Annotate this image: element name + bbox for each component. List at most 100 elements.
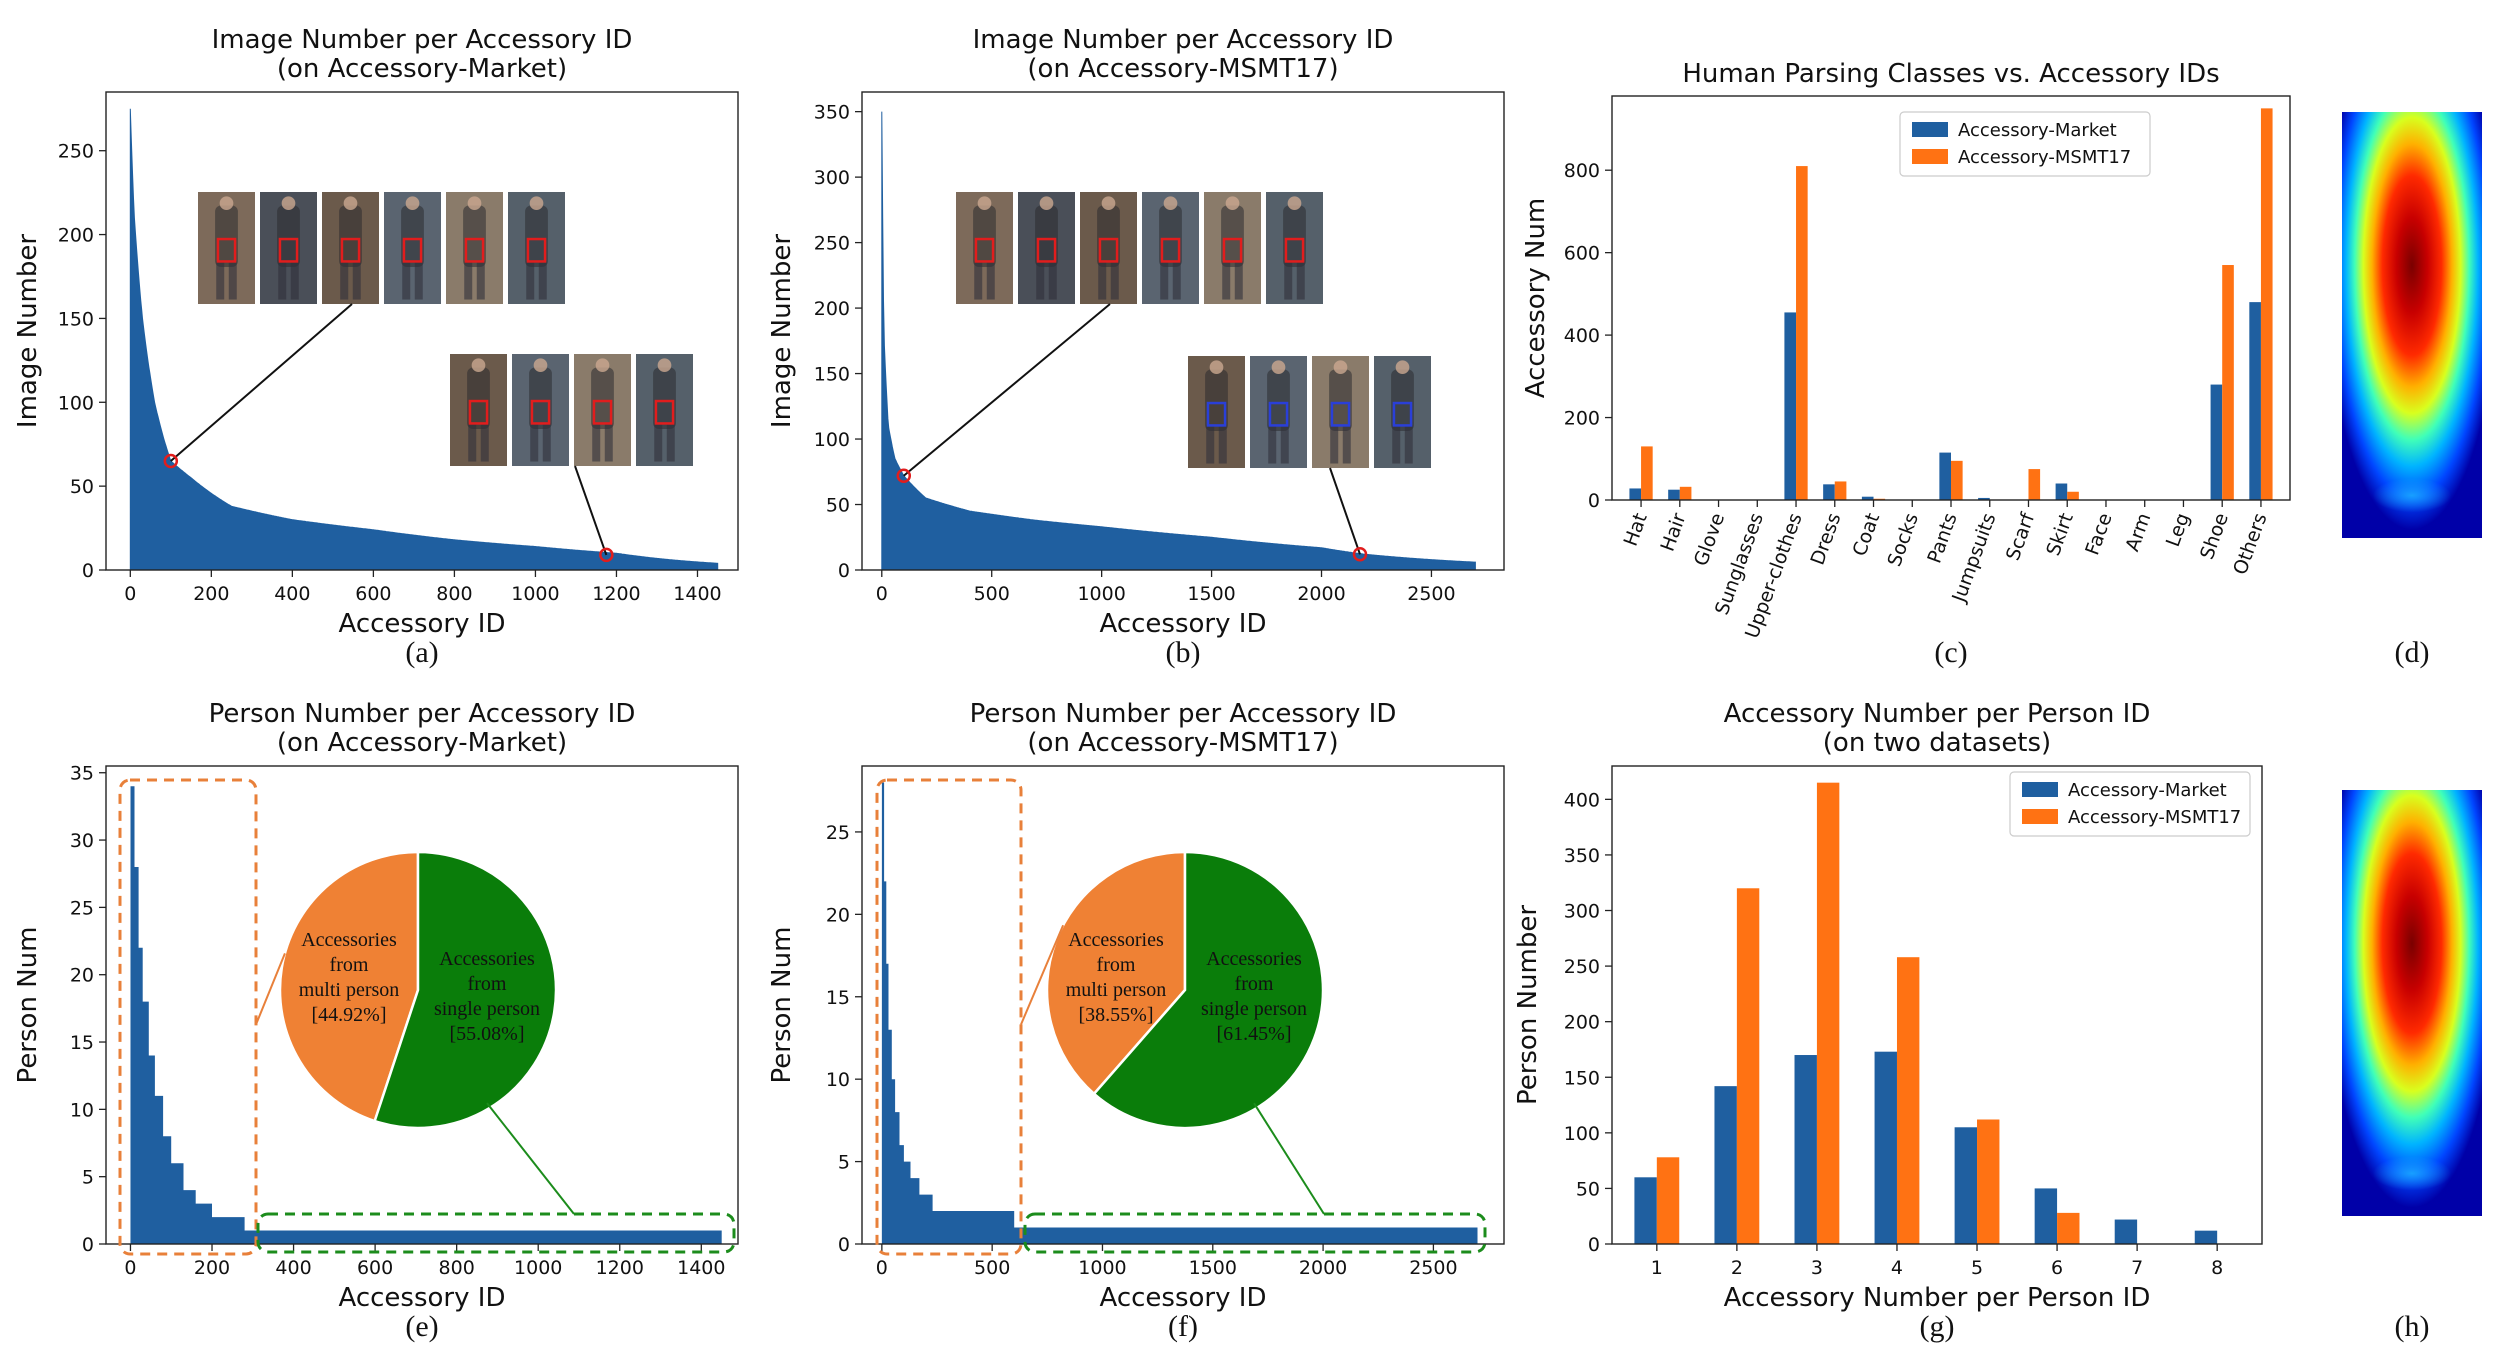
legend-box bbox=[1899, 111, 2151, 177]
x-tick-label: 0 bbox=[876, 1257, 888, 1279]
person-leg bbox=[1206, 425, 1215, 464]
x-tick-label: Shoe bbox=[2196, 510, 2233, 562]
connector-line bbox=[1329, 467, 1361, 555]
bar-market bbox=[1861, 496, 1874, 500]
y-axis-label: Person Number bbox=[1513, 905, 1543, 1105]
single-person-frame bbox=[256, 1212, 736, 1254]
x-tick-label: 400 bbox=[274, 583, 310, 605]
y-tick-label: 150 bbox=[1564, 1067, 1600, 1089]
person-silhouette bbox=[973, 205, 996, 268]
person-leg bbox=[1160, 261, 1169, 300]
bar-msmt17 bbox=[1951, 460, 1963, 500]
pie-percentage: [55.08%] bbox=[450, 1023, 525, 1045]
pie-percentage: [38.55%] bbox=[1079, 1004, 1154, 1026]
heatmap-foot-blob bbox=[2372, 478, 2452, 513]
x-tick-label: 3 bbox=[1811, 1257, 1823, 1279]
person-silhouette bbox=[1097, 205, 1120, 268]
person-head bbox=[1225, 196, 1240, 211]
person-thumbnail bbox=[1142, 192, 1199, 304]
person-thumbnail bbox=[574, 354, 631, 466]
person-leg bbox=[1404, 425, 1413, 464]
person-leg bbox=[1098, 261, 1107, 300]
person-head bbox=[657, 358, 672, 373]
x-axis-label: Accessory ID bbox=[1100, 609, 1267, 639]
x-tick-label: 400 bbox=[275, 1257, 311, 1279]
person-leg bbox=[402, 261, 411, 300]
x-tick-label: Coat bbox=[1848, 510, 1884, 559]
bar-market bbox=[1668, 489, 1680, 500]
y-tick-label: 25 bbox=[826, 822, 850, 844]
heatmap-panel: (d) bbox=[2342, 112, 2482, 669]
y-axis-label: Image Number bbox=[13, 234, 43, 428]
person-thumbnail bbox=[636, 354, 693, 466]
x-tick-label: Face bbox=[2081, 510, 2116, 558]
bar-market bbox=[1823, 484, 1835, 500]
legend-swatch bbox=[1912, 122, 1948, 137]
accessory-box bbox=[1098, 237, 1119, 263]
x-tick-label: 1 bbox=[1651, 1257, 1663, 1279]
y-tick-label: 0 bbox=[838, 560, 850, 582]
pie-label: from bbox=[1097, 954, 1136, 976]
bar-msmt17 bbox=[2028, 469, 2041, 500]
panel-caption: (h) bbox=[2395, 1310, 2430, 1343]
y-tick-label: 10 bbox=[70, 1099, 94, 1121]
panel-caption: (b) bbox=[1166, 636, 1201, 669]
person-silhouette bbox=[525, 205, 548, 268]
person-leg bbox=[654, 423, 663, 462]
y-tick-label: 350 bbox=[1564, 845, 1600, 867]
person-leg bbox=[352, 261, 361, 300]
person-leg bbox=[290, 261, 299, 300]
chart-title: Person Number per Accessory ID bbox=[970, 699, 1397, 729]
heatmap-panel: (h) bbox=[2342, 790, 2482, 1343]
bar-msmt17 bbox=[1641, 446, 1653, 500]
pie-label: from bbox=[1235, 973, 1274, 995]
x-tick-label: 1400 bbox=[673, 583, 721, 605]
person-leg bbox=[1392, 425, 1401, 464]
person-leg bbox=[1218, 425, 1227, 464]
accessory-box bbox=[974, 237, 995, 263]
y-tick-label: 50 bbox=[70, 476, 94, 498]
person-silhouette bbox=[463, 205, 486, 268]
person-silhouette bbox=[1283, 205, 1306, 268]
y-tick-label: 350 bbox=[814, 102, 850, 124]
plot-frame bbox=[1611, 95, 2291, 501]
y-tick-label: 100 bbox=[814, 429, 850, 451]
x-tick-label: 1000 bbox=[514, 1257, 562, 1279]
x-tick-label: 2500 bbox=[1409, 1257, 1457, 1279]
legend: Accessory-Market Accessory-MSMT17 bbox=[1899, 111, 2151, 177]
x-tick-label: 8 bbox=[2211, 1257, 2223, 1279]
accessory-box bbox=[464, 237, 485, 263]
person-head bbox=[467, 196, 482, 211]
y-tick-label: 25 bbox=[70, 897, 94, 919]
x-tick-label: Arm bbox=[2121, 510, 2155, 554]
single-person-frame bbox=[1023, 1212, 1487, 1254]
x-tick-label: 800 bbox=[439, 1257, 475, 1279]
accessory-box bbox=[278, 237, 299, 263]
x-tick-label: Leg bbox=[2162, 510, 2194, 549]
chart-b: 0 50 100 150 200 250 300 350 0 500 1000 1500 2000 250… bbox=[767, 25, 1505, 669]
person-thumbnail bbox=[956, 192, 1013, 304]
person-head bbox=[533, 358, 548, 373]
chart-title: Accessory Number per Person ID bbox=[1724, 699, 2151, 729]
y-tick-label: 250 bbox=[1564, 956, 1600, 978]
y-tick-label: 250 bbox=[814, 233, 850, 255]
pie-label: from bbox=[468, 973, 507, 995]
legend-label: Accessory-Market bbox=[1958, 120, 2117, 141]
x-tick-label: Hair bbox=[1656, 510, 1690, 554]
person-leg bbox=[986, 261, 995, 300]
bar-msmt17 bbox=[1896, 957, 1920, 1244]
person-thumbnail bbox=[1374, 356, 1431, 468]
person-head bbox=[1395, 360, 1410, 375]
bar-market bbox=[1629, 488, 1642, 500]
plot-frame bbox=[861, 91, 1505, 571]
y-tick-label: 400 bbox=[1564, 325, 1600, 347]
person-head bbox=[1287, 196, 1302, 211]
bar-market bbox=[2249, 302, 2261, 500]
accessory-box bbox=[1284, 237, 1305, 263]
person-leg bbox=[1222, 261, 1231, 300]
chart-subtitle: (on Accessory-MSMT17) bbox=[1027, 54, 1338, 84]
person-head bbox=[1101, 196, 1116, 211]
x-tick-label: 0 bbox=[876, 583, 888, 605]
x-axis-label: Accessory ID bbox=[339, 1283, 506, 1313]
